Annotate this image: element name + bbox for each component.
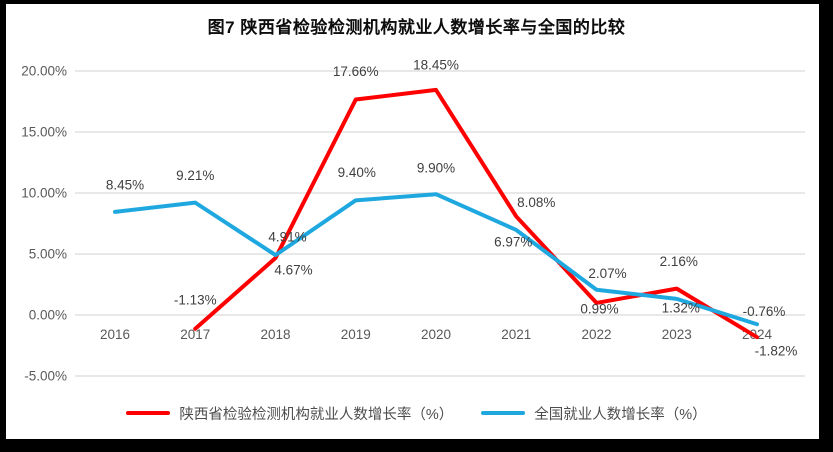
y-tick-label: 10.00% bbox=[21, 186, 67, 201]
series-line-0 bbox=[193, 87, 759, 340]
data-label: 1.32% bbox=[662, 300, 700, 315]
legend-swatch-shaanxi-line-icon bbox=[126, 411, 171, 415]
y-tick-label: -5.00% bbox=[24, 369, 67, 384]
x-tick-label: 2022 bbox=[581, 327, 611, 342]
y-tick-label: 20.00% bbox=[21, 64, 67, 79]
frame-border-right bbox=[819, 0, 833, 452]
data-label: -1.82% bbox=[755, 344, 798, 359]
legend-item-national: 全国就业人数增长率（%） bbox=[481, 403, 707, 424]
y-tick-label: 15.00% bbox=[21, 125, 67, 140]
data-label: 4.91% bbox=[268, 230, 306, 245]
data-label: 8.45% bbox=[106, 177, 144, 192]
data-label: 0.99% bbox=[580, 301, 618, 316]
frame-border-left bbox=[0, 0, 6, 452]
data-label: 17.66% bbox=[333, 64, 379, 79]
y-tick-label: 5.00% bbox=[29, 247, 67, 262]
data-label: 18.45% bbox=[413, 57, 459, 72]
data-label: -1.13% bbox=[174, 292, 217, 307]
data-label: 9.21% bbox=[176, 168, 214, 183]
legend: 陕西省检验检测机构就业人数增长率（%） 全国就业人数增长率（%） bbox=[0, 402, 833, 424]
legend-label-national: 全国就业人数增长率（%） bbox=[534, 406, 707, 423]
data-label: 2.07% bbox=[588, 266, 626, 281]
frame-border-bottom bbox=[0, 439, 833, 452]
data-label: 4.67% bbox=[274, 263, 312, 278]
legend-swatch-national-line-icon bbox=[481, 411, 526, 415]
data-label: 6.97% bbox=[494, 234, 532, 249]
frame-border-top bbox=[0, 0, 833, 4]
y-tick-label: 0.00% bbox=[29, 308, 67, 323]
chart-title: 图7 陕西省检验检测机构就业人数增长率与全国的比较 bbox=[207, 18, 626, 37]
x-tick-label: 2016 bbox=[100, 327, 130, 342]
x-tick-label: 2020 bbox=[421, 327, 451, 342]
data-label: -0.76% bbox=[743, 304, 786, 319]
x-tick-label: 2019 bbox=[341, 327, 371, 342]
data-label: 9.90% bbox=[417, 161, 455, 176]
x-tick-label: 2023 bbox=[662, 327, 692, 342]
data-label: 8.08% bbox=[517, 195, 555, 210]
data-label: 2.16% bbox=[660, 254, 698, 269]
legend-label-shaanxi: 陕西省检验检测机构就业人数增长率（%） bbox=[179, 406, 454, 423]
x-tick-label: 2017 bbox=[180, 327, 210, 342]
legend-item-shaanxi: 陕西省检验检测机构就业人数增长率（%） bbox=[126, 403, 453, 424]
x-tick-label: 2021 bbox=[501, 327, 531, 342]
series-line-1 bbox=[113, 192, 759, 327]
data-label: 9.40% bbox=[338, 165, 376, 180]
x-tick-label: 2018 bbox=[260, 327, 290, 342]
